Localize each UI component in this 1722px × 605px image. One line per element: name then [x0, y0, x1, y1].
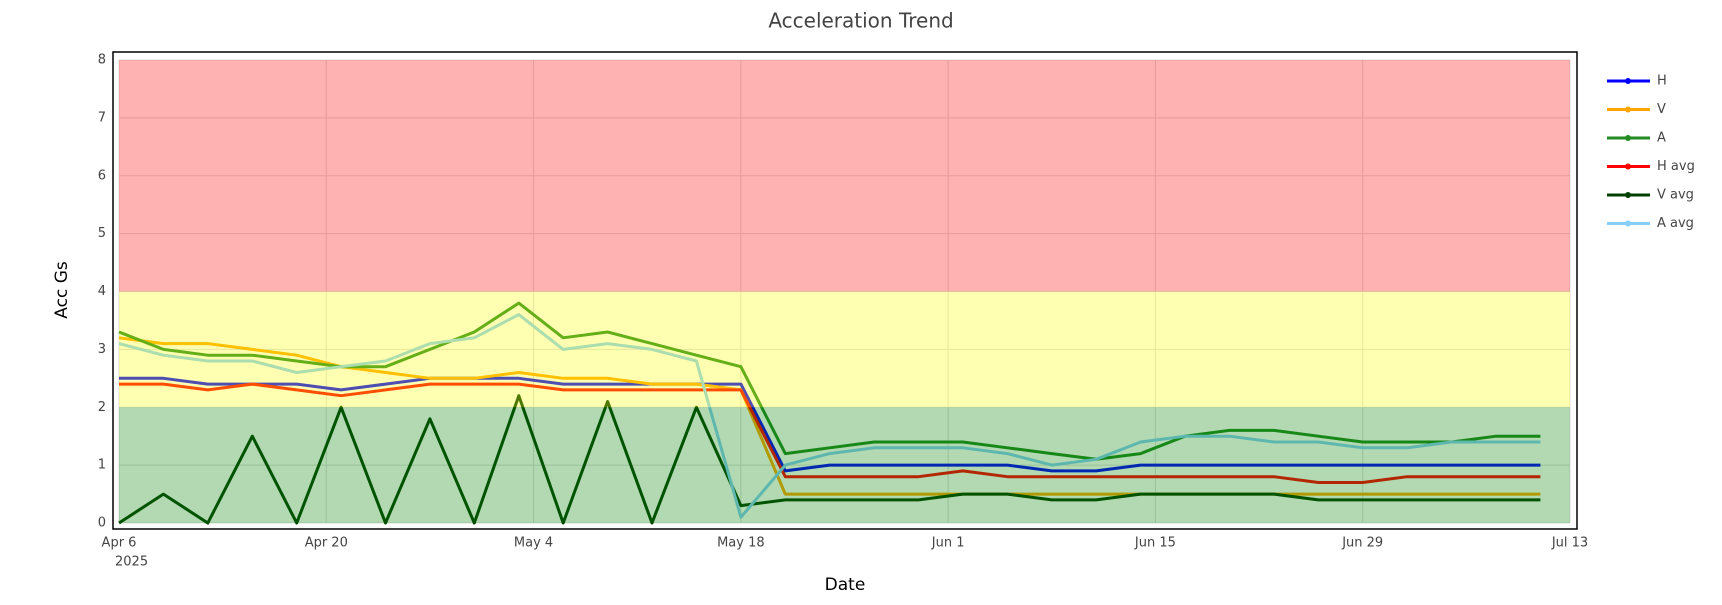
threshold-band [119, 60, 1570, 292]
series-line [118, 301, 1541, 461]
legend-item: H [1607, 74, 1667, 89]
legend-label: H avg [1657, 159, 1695, 174]
legend-item: A [1607, 131, 1666, 146]
threshold-band [119, 407, 1570, 523]
y-tick-label: 0 [98, 516, 106, 531]
y-tick-label: 2 [98, 400, 106, 415]
legend-label: A [1657, 131, 1666, 146]
legend-label: V avg [1657, 188, 1694, 203]
x-tick-label: Jun 1 [931, 536, 965, 551]
threshold-band [119, 291, 1570, 408]
plot-frame [112, 51, 1578, 530]
legend-item: V [1607, 102, 1666, 117]
x-tick-label: Apr 6 [102, 536, 137, 551]
series-line [118, 313, 1541, 519]
y-tick-label: 7 [98, 110, 106, 125]
y-tick-label: 5 [98, 226, 106, 241]
y-tick-label: 4 [98, 284, 106, 299]
x-tick-label: Apr 20 [305, 536, 348, 551]
y-tick-label: 1 [98, 458, 106, 473]
legend-label: H [1657, 74, 1667, 89]
legend-item: A avg [1607, 216, 1694, 231]
legend-label: A avg [1657, 216, 1694, 231]
x-tick-label: May 4 [514, 536, 553, 551]
x-axis-label: Date [825, 575, 866, 595]
y-axis-label: Acc Gs [52, 261, 72, 319]
x-year-label: 2025 [115, 555, 148, 570]
legend-marker [1625, 106, 1631, 113]
x-tick-label: May 18 [717, 536, 765, 551]
series-line [119, 376, 1541, 473]
x-tick-label: Jun 15 [1134, 536, 1176, 551]
x-tick-label: Jul 13 [1551, 536, 1588, 551]
y-tick-label: 6 [98, 168, 106, 183]
legend-marker [1625, 135, 1631, 141]
legend-item: H avg [1607, 159, 1695, 174]
legend-marker [1625, 78, 1631, 84]
chart-title: Acceleration Trend [768, 9, 953, 33]
series-line [119, 382, 1541, 484]
y-tick-label: 3 [98, 342, 106, 357]
y-tick-label: 8 [98, 53, 106, 68]
legend-marker [1625, 192, 1631, 198]
legend-label: V [1657, 102, 1666, 117]
legend-marker [1625, 163, 1631, 170]
legend-item: V avg [1607, 188, 1694, 203]
series-line [118, 336, 1541, 496]
series-line [118, 394, 1541, 525]
x-tick-label: Jun 29 [1341, 536, 1383, 551]
legend-marker [1625, 220, 1631, 227]
